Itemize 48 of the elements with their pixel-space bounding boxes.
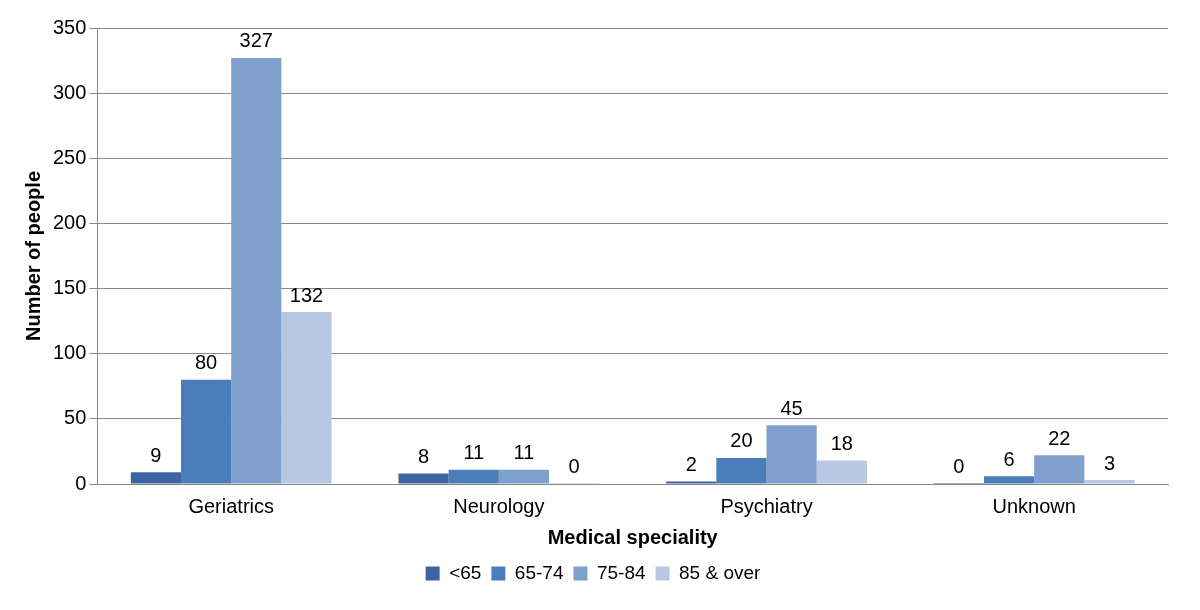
legend-label: 75-84 [596, 561, 646, 583]
legend-label: <65 [449, 561, 482, 583]
bar [1034, 455, 1085, 484]
data-label: 80 [194, 351, 218, 374]
bar [816, 460, 867, 484]
y-tick-label: 150 [52, 276, 87, 299]
bar [498, 469, 550, 484]
y-axis-title: Number of people [21, 170, 44, 342]
x-tick-label: Unknown [992, 494, 1076, 517]
bar [231, 57, 282, 484]
y-tick-label: 50 [64, 406, 87, 429]
y-tick-label: 350 [52, 15, 87, 38]
data-label: 0 [953, 454, 965, 477]
data-label: 2 [685, 452, 697, 475]
bar [766, 425, 817, 484]
y-tick-label: 250 [52, 145, 87, 168]
data-label: 0 [568, 454, 580, 477]
data-label: 22 [1048, 426, 1071, 449]
data-label: 18 [830, 432, 853, 455]
legend-label: 85 & over [679, 561, 762, 583]
y-tick-label: 0 [75, 471, 87, 494]
bar [983, 476, 1035, 484]
x-tick-label: Geriatrics [188, 494, 274, 517]
x-axis-title: Medical speciality [547, 525, 719, 548]
data-label: 327 [239, 29, 273, 52]
bar [1084, 480, 1135, 484]
data-label: 20 [730, 429, 753, 452]
bar [181, 379, 232, 484]
legend-label: 65-74 [514, 561, 564, 583]
bar [666, 481, 717, 484]
data-label: 11 [463, 441, 485, 464]
bar [716, 457, 767, 484]
data-label: 132 [289, 283, 324, 306]
x-tick-label: Neurology [453, 494, 545, 517]
data-label: 9 [150, 443, 162, 466]
data-label: 6 [1003, 447, 1015, 470]
data-label: 3 [1103, 451, 1116, 474]
data-label: 8 [418, 445, 430, 468]
bar [281, 312, 332, 484]
y-tick-label: 200 [52, 210, 87, 233]
bar [448, 469, 499, 484]
y-tick-label: 300 [52, 80, 87, 103]
bar [398, 473, 449, 484]
bar [130, 472, 182, 484]
data-label: 45 [780, 396, 803, 419]
x-tick-label: Psychiatry [720, 494, 813, 517]
y-tick-label: 100 [52, 341, 87, 364]
data-label: 11 [513, 441, 535, 464]
